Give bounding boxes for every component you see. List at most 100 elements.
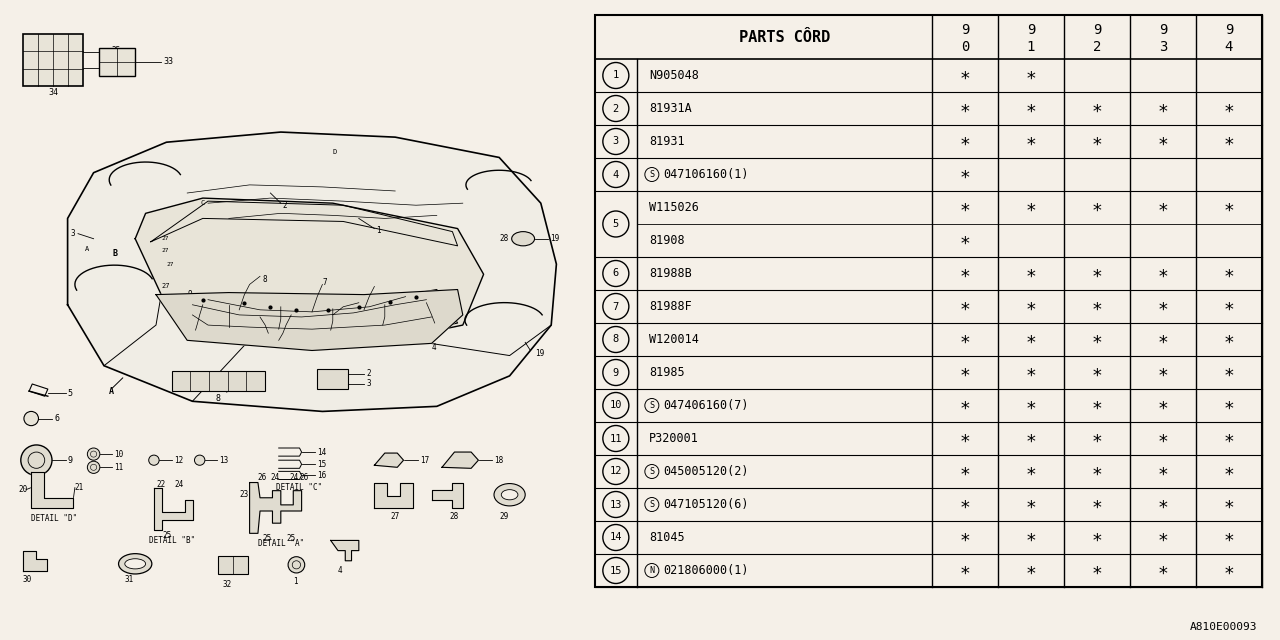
Ellipse shape [125,559,146,569]
Text: 8: 8 [216,394,221,403]
Text: ∗: ∗ [1224,529,1234,547]
Text: ∗: ∗ [1157,364,1169,381]
Text: W120014: W120014 [649,333,699,346]
Text: 19: 19 [535,349,545,358]
Text: 3: 3 [366,380,371,388]
Text: 19: 19 [550,234,559,243]
Text: P320001: P320001 [649,432,699,445]
Text: 021806000(1): 021806000(1) [663,564,749,577]
Text: ∗: ∗ [1025,67,1037,84]
Text: 3: 3 [1158,40,1167,54]
Text: 35: 35 [111,47,120,56]
Ellipse shape [512,232,535,246]
Polygon shape [23,550,47,571]
Text: ∗: ∗ [1092,364,1102,381]
Ellipse shape [494,484,525,506]
Text: S: S [649,467,654,476]
Text: ∗: ∗ [1224,397,1234,415]
Text: 27: 27 [161,284,170,289]
Text: ∗: ∗ [1025,529,1037,547]
Text: ∗: ∗ [1157,561,1169,579]
Text: 34: 34 [49,88,58,97]
Text: ∗: ∗ [960,264,970,282]
Text: 13: 13 [219,456,229,465]
Text: 27: 27 [161,236,169,241]
Text: 13: 13 [609,499,622,509]
Text: ∗: ∗ [960,463,970,481]
Text: ∗: ∗ [1157,330,1169,349]
Text: 24: 24 [289,473,298,482]
Text: 27: 27 [166,262,174,267]
Text: 2: 2 [1093,40,1101,54]
Text: 8: 8 [613,335,620,344]
Text: ∗: ∗ [1157,495,1169,513]
Text: ∗: ∗ [1092,99,1102,118]
Text: ∗: ∗ [1092,132,1102,150]
Text: ∗: ∗ [1025,495,1037,513]
Text: 9: 9 [613,367,620,378]
Text: 6: 6 [224,312,228,321]
Text: 2: 2 [613,104,620,113]
Text: 18: 18 [494,456,503,465]
Text: 12: 12 [174,456,183,465]
Text: 16: 16 [317,471,326,480]
Text: ∗: ∗ [1224,198,1234,216]
Text: ∗: ∗ [1157,463,1169,481]
Polygon shape [375,483,413,508]
Text: 21: 21 [74,483,84,492]
Text: ∗: ∗ [1092,495,1102,513]
Text: ∗: ∗ [1092,198,1102,216]
Text: C: C [201,200,205,206]
Text: 10: 10 [200,302,207,307]
Text: ∗: ∗ [1157,132,1169,150]
Text: 9: 9 [1093,24,1101,37]
Text: 25: 25 [262,534,271,543]
Circle shape [24,412,38,426]
Text: ∗: ∗ [1092,561,1102,579]
Text: ∗: ∗ [1224,330,1234,349]
Text: 11: 11 [114,463,124,472]
Text: 25: 25 [163,531,172,540]
Polygon shape [442,452,479,468]
Text: 20: 20 [19,485,28,494]
Text: ∗: ∗ [1224,463,1234,481]
Text: 9: 9 [68,456,73,465]
Text: 5: 5 [613,219,620,229]
Text: ∗: ∗ [1092,397,1102,415]
Text: N905048: N905048 [649,69,699,82]
Text: DETAIL "C": DETAIL "C" [275,483,321,492]
Text: 3: 3 [70,229,76,238]
Text: 047105120(6): 047105120(6) [663,498,749,511]
Text: ∗: ∗ [1157,264,1169,282]
Text: ∗: ∗ [1157,429,1169,447]
Text: 9: 9 [187,290,192,299]
Text: ∗: ∗ [1224,99,1234,118]
Text: ∗: ∗ [1157,198,1169,216]
Polygon shape [330,540,358,561]
Text: ∗: ∗ [1224,298,1234,316]
Polygon shape [31,472,73,508]
Text: ∗: ∗ [1025,561,1037,579]
Bar [595,15,1262,587]
Circle shape [20,445,52,476]
Text: ∗: ∗ [1092,463,1102,481]
Text: 30: 30 [23,575,32,584]
Text: 2: 2 [366,369,371,378]
Text: 4: 4 [613,170,620,179]
Text: 1: 1 [1027,40,1036,54]
Text: 26: 26 [300,473,308,482]
Text: ∗: ∗ [1092,264,1102,282]
Text: 7: 7 [237,383,242,392]
Bar [172,371,265,391]
Bar [219,556,247,574]
Text: 4: 4 [1225,40,1233,54]
Text: ∗: ∗ [1224,264,1234,282]
Text: ∗: ∗ [1092,298,1102,316]
Text: 6: 6 [54,414,59,423]
Text: 0: 0 [961,40,969,54]
Circle shape [87,448,100,460]
Text: 14: 14 [317,447,326,456]
Text: 81988B: 81988B [649,267,691,280]
Text: 1: 1 [293,577,298,586]
Text: D: D [333,149,337,156]
